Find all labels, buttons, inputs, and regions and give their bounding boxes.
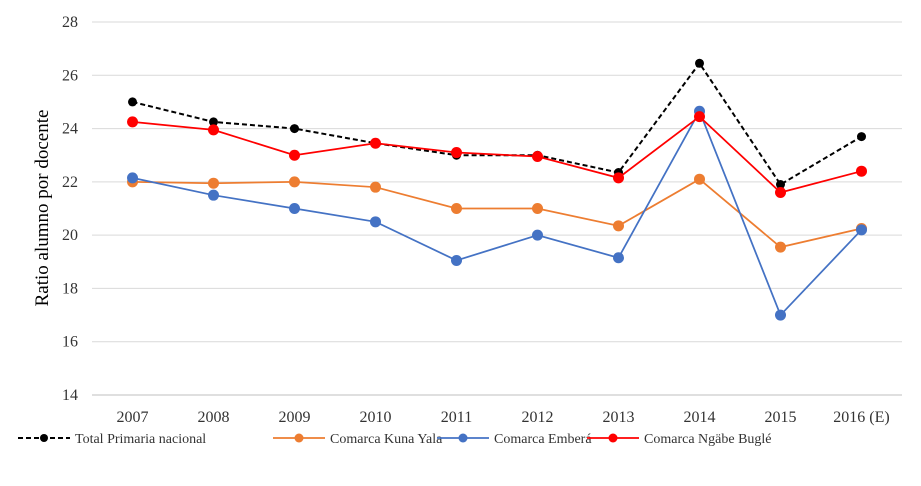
- series-2: [127, 173, 867, 253]
- y-tick-label: 26: [62, 67, 78, 84]
- data-point: [856, 165, 867, 177]
- series-4: [127, 111, 867, 199]
- data-point: [613, 220, 624, 232]
- legend-swatch-marker: [608, 433, 618, 443]
- y-tick-label: 28: [62, 14, 78, 31]
- x-tick-label: 2010: [360, 409, 392, 426]
- legend: Total Primaria nacional Comarca Kuna Yala…: [18, 432, 772, 447]
- data-point: [370, 216, 381, 228]
- x-tick-labels: 2007 2008 2009 2010 2011 2012 2013 2014 2015 2016…: [117, 409, 890, 426]
- data-point: [856, 224, 867, 236]
- data-point: [128, 97, 137, 107]
- data-point: [532, 229, 543, 241]
- data-point: [370, 137, 381, 149]
- data-point: [694, 173, 705, 185]
- series-lines: [127, 58, 867, 321]
- data-point: [613, 172, 624, 184]
- x-tick-label: 2015: [765, 409, 797, 426]
- data-point: [775, 187, 786, 199]
- data-point: [370, 181, 381, 193]
- data-point: [208, 189, 219, 201]
- legend-label: Comarca Kuna Yala: [330, 432, 443, 447]
- y-tick-label: 14: [62, 387, 78, 404]
- x-tick-label: 2016 (E): [833, 409, 889, 426]
- y-tick-label: 20: [62, 227, 78, 244]
- data-point: [127, 116, 138, 128]
- legend-swatch-marker: [40, 434, 48, 442]
- legend-swatch-marker: [458, 433, 468, 443]
- x-tick-label: 2014: [684, 409, 716, 426]
- legend-item: Comarca Ngäbe Buglé: [587, 432, 772, 447]
- y-tick-label: 18: [62, 280, 78, 297]
- x-tick-label: 2009: [279, 409, 311, 426]
- series-3: [127, 105, 867, 321]
- data-point: [208, 124, 219, 136]
- x-tick-label: 2007: [117, 409, 149, 426]
- legend-label: Comarca Ngäbe Buglé: [644, 432, 772, 447]
- data-point: [451, 203, 462, 214]
- gridlines: [92, 21, 902, 396]
- data-point: [127, 172, 138, 184]
- data-point: [451, 254, 462, 266]
- data-point: [289, 203, 300, 214]
- data-point: [695, 58, 704, 68]
- data-point: [532, 151, 543, 163]
- data-point: [289, 149, 300, 161]
- legend-item: Comarca Emberá: [437, 432, 592, 447]
- data-point: [209, 117, 218, 127]
- y-tick-label: 22: [62, 174, 78, 191]
- data-point: [290, 124, 299, 134]
- y-tick-labels: 14 16 18 20 22 24 26 28: [62, 14, 78, 404]
- legend-swatch-marker: [294, 433, 304, 443]
- y-tick-label: 16: [62, 334, 78, 351]
- data-point: [775, 241, 786, 253]
- series-line: [132, 109, 863, 317]
- series-line: [132, 115, 862, 194]
- data-point: [451, 147, 462, 159]
- data-point: [289, 176, 300, 188]
- data-point: [775, 309, 786, 321]
- legend-label: Total Primaria nacional: [75, 432, 206, 447]
- y-axis-title: Ratio alumno por docente: [32, 110, 53, 307]
- series-line: [132, 178, 862, 249]
- data-point: [857, 132, 866, 142]
- legend-item: Total Primaria nacional: [18, 432, 206, 447]
- data-point: [532, 203, 543, 214]
- y-tick-label: 24: [62, 121, 78, 138]
- legend-item: Comarca Kuna Yala: [273, 432, 443, 447]
- x-tick-label: 2008: [198, 409, 230, 426]
- x-tick-label: 2013: [603, 409, 635, 426]
- data-point: [776, 180, 785, 190]
- legend-label: Comarca Emberá: [494, 432, 592, 447]
- data-point: [208, 177, 219, 189]
- x-tick-label: 2011: [441, 409, 472, 426]
- data-point: [613, 252, 624, 264]
- x-tick-label: 2012: [522, 409, 554, 426]
- data-point: [694, 111, 705, 123]
